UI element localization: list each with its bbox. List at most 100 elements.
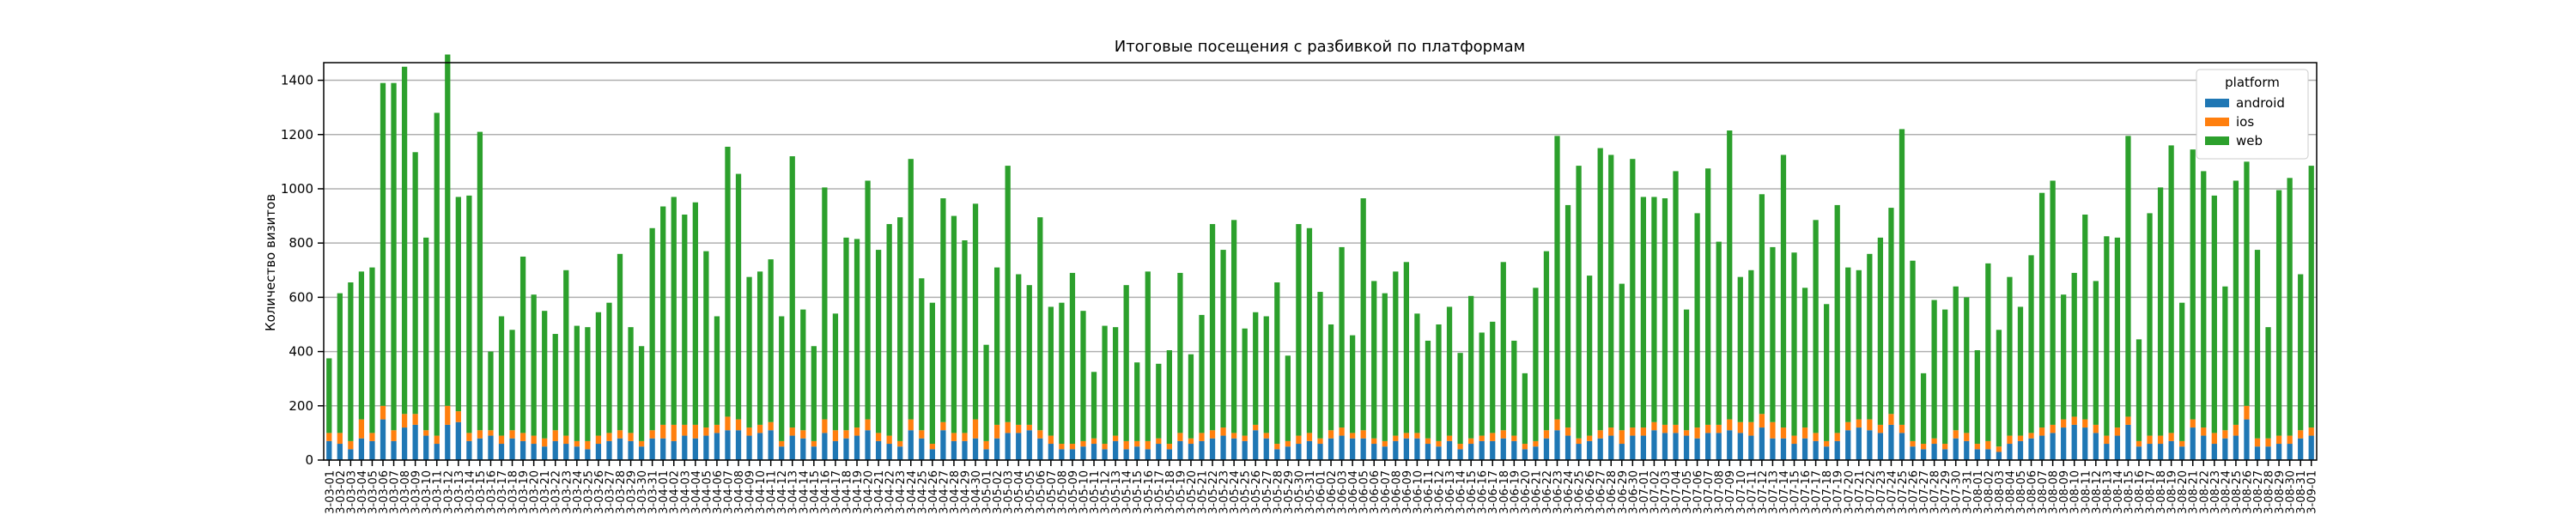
bar-segment [897, 217, 903, 441]
bar-segment [1112, 435, 1119, 441]
bar-segment [401, 66, 408, 415]
legend-label: android [2236, 95, 2285, 111]
bar-segment [1327, 430, 1334, 439]
bar-segment [660, 424, 666, 439]
bar-segment [326, 433, 332, 441]
bar-segment [725, 416, 731, 431]
bar-segment [2104, 236, 2110, 436]
x-tick-label: 3-07-06 [1692, 470, 1705, 514]
x-tick-label: 3-04-07 [722, 470, 735, 514]
bar-segment [477, 430, 483, 439]
x-tick-label: 3-07-31 [1961, 470, 1974, 514]
bar-segment [1188, 354, 1194, 439]
bar-segment [1188, 438, 1194, 445]
bar-segment [1824, 440, 1830, 447]
bar-segment [703, 435, 709, 460]
bar-segment [1608, 427, 1614, 436]
bar-segment [1985, 440, 1991, 450]
bar-segment [725, 430, 731, 460]
bar-segment [1371, 438, 1377, 445]
x-tick-label: 3-04-13 [787, 470, 800, 514]
bar-segment [337, 444, 343, 460]
bar-segment [2136, 446, 2142, 460]
x-tick-label: 3-04-06 [712, 470, 725, 514]
bar-segment [779, 440, 785, 447]
x-tick-label: 3-08-17 [2145, 470, 2158, 514]
bar-segment [1813, 433, 1819, 441]
bar-segment [671, 440, 677, 460]
bar-segment [466, 440, 472, 460]
bar-segment [606, 440, 612, 460]
bar-segment [2050, 424, 2056, 433]
bar-segment [466, 433, 472, 441]
bar-segment [2157, 187, 2164, 436]
x-tick-label: 3-03-09 [410, 470, 423, 514]
x-tick-label: 3-05-31 [1304, 470, 1317, 514]
bar-segment [843, 438, 849, 460]
bar-segment [1694, 427, 1700, 439]
bar-segment [2082, 419, 2088, 428]
bar-segment [552, 440, 558, 460]
x-tick-label: 3-03-05 [367, 470, 380, 514]
bar-segment [542, 446, 548, 460]
x-tick-label: 3-05-28 [1272, 470, 1285, 514]
bar-segment [768, 259, 774, 422]
bar-segment [2038, 435, 2045, 460]
bar-segment [1576, 444, 1582, 460]
x-tick-label: 3-07-05 [1681, 470, 1694, 514]
bar-segment [1705, 424, 1711, 433]
bar-segment [962, 240, 968, 433]
bar-segment [1748, 435, 1754, 460]
x-tick-label: 3-07-27 [1918, 470, 1931, 514]
bar-segment [2125, 416, 2131, 425]
bar-segment [380, 405, 386, 420]
bar-segment [1037, 217, 1043, 431]
bar-segment [1102, 444, 1108, 450]
bar-segment [2254, 446, 2261, 460]
bar-segment [1037, 430, 1043, 439]
x-tick-label: 3-07-26 [1908, 470, 1921, 514]
x-tick-label: 3-03-11 [432, 470, 445, 514]
bar-segment [1727, 130, 1733, 420]
bar-segment [854, 427, 860, 436]
bar-segment [1608, 154, 1614, 428]
bar-segment [519, 433, 526, 441]
bar-segment [1156, 363, 1162, 439]
y-tick-label: 1200 [281, 127, 313, 142]
bar-segment [1457, 444, 1463, 450]
bar-segment [1123, 449, 1129, 460]
bar-segment [2093, 433, 2099, 460]
bar-segment [2168, 440, 2174, 460]
x-tick-label: 3-04-30 [970, 470, 983, 514]
bar-segment [1996, 330, 2002, 447]
y-tick-label: 0 [305, 452, 313, 468]
x-tick-label: 3-05-22 [1207, 470, 1220, 514]
bar-segment [1931, 444, 1937, 460]
bar-segment [1102, 325, 1108, 445]
bar-segment [1673, 171, 1679, 425]
bar-segment [1145, 449, 1151, 460]
bar-segment [1834, 433, 1840, 441]
x-tick-label: 3-08-22 [2198, 470, 2211, 514]
bar-segment [2114, 435, 2121, 460]
x-tick-label: 3-07-01 [1638, 470, 1651, 514]
x-tick-label: 3-05-11 [1089, 470, 1102, 514]
bar-segment [638, 446, 645, 460]
bar-segment [1339, 435, 1345, 460]
bar-segment [412, 424, 418, 460]
x-tick-label: 3-08-25 [2231, 470, 2244, 514]
bar-segment [1877, 433, 1884, 460]
bar-segment [563, 435, 569, 445]
bar-segment [1230, 220, 1237, 433]
legend-label: web [2236, 133, 2263, 148]
bar-segment [1888, 414, 1894, 425]
x-tick-label: 3-08-20 [2177, 470, 2190, 514]
bar-segment [2179, 446, 2185, 460]
x-tick-label: 3-05-23 [1218, 470, 1231, 514]
x-tick-label: 3-03-07 [389, 470, 402, 514]
bar-segment [2190, 427, 2196, 460]
bar-segment [1640, 197, 1647, 428]
bar-segment [1436, 324, 1442, 441]
x-tick-label: 3-06-26 [1584, 470, 1597, 514]
bar-segment [746, 427, 752, 436]
